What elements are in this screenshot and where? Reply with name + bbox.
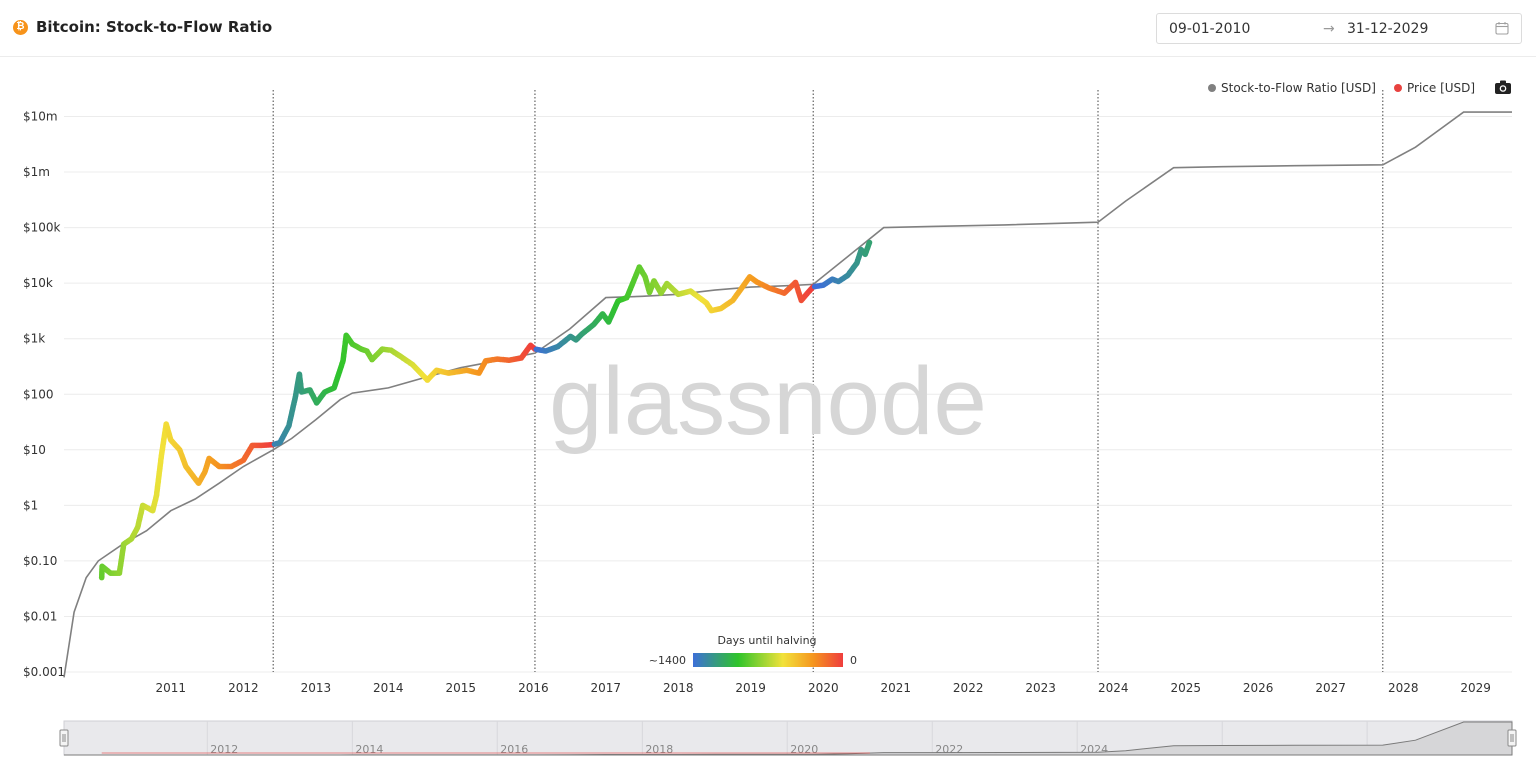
date-to-input[interactable]: 31-12-2029 [1347, 21, 1429, 37]
legend-sf-swatch [1208, 84, 1216, 92]
legend-price-label[interactable]: Price [USD] [1407, 81, 1475, 95]
grid-layer [64, 116, 1512, 673]
colorbar-max-label: 0 [850, 654, 857, 667]
y-tick-label-8: $100k [23, 221, 61, 235]
y-tick-label-3: $1 [23, 498, 38, 512]
y-tick-label-2: $0.10 [23, 554, 57, 568]
camera-icon[interactable] [1495, 80, 1511, 95]
navigator-sf-line [64, 721, 1513, 756]
range-navigator[interactable]: 201220142016201820202022202420262028 [59, 720, 1517, 756]
x-tick-label-2012: 2012 [228, 681, 259, 695]
y-tick-label-5: $100 [23, 387, 54, 401]
y-axis: $0.001 $0.01 $0.10 $1 $10 $100 $1k $10k $100k $1m… [23, 110, 65, 679]
title-wrap: ₿ Bitcoin: Stock-to-Flow Ratio [13, 18, 272, 36]
y-tick-label-1: $0.01 [23, 609, 57, 623]
navigator-grid [206, 721, 1368, 755]
x-tick-label-2015: 2015 [445, 681, 476, 695]
y-tick-label-4: $10 [23, 443, 46, 457]
x-axis: 2011 2012 2013 2014 2015 2016 2017 2018 2019 2020… [156, 681, 1491, 695]
nav-label-2016: 2016 [500, 743, 528, 756]
x-tick-label-2024: 2024 [1098, 681, 1129, 695]
nav-label-2012: 2012 [210, 743, 238, 756]
series-stock-to-flow[interactable] [63, 111, 1512, 678]
series-price[interactable] [98, 239, 873, 581]
x-tick-label-2025: 2025 [1170, 681, 1201, 695]
x-tick-label-2020: 2020 [808, 681, 839, 695]
x-tick-label-2022: 2022 [953, 681, 984, 695]
x-tick-label-2018: 2018 [663, 681, 694, 695]
date-from-input[interactable]: 09-01-2010 [1169, 21, 1251, 37]
x-tick-label-2013: 2013 [301, 681, 332, 695]
x-tick-label-2019: 2019 [735, 681, 766, 695]
colorbar-title: Days until halving [717, 634, 816, 647]
x-tick-label-2017: 2017 [591, 681, 622, 695]
legend-price-swatch [1394, 84, 1402, 92]
x-tick-label-2014: 2014 [373, 681, 404, 695]
nav-label-2014: 2014 [355, 743, 383, 756]
colorbar-min-label: ~1400 [649, 654, 686, 667]
chart-header: ₿ Bitcoin: Stock-to-Flow Ratio 09-01-201… [0, 0, 1536, 57]
date-arrow-icon: → [1323, 21, 1335, 37]
y-tick-label-10: $10m [23, 110, 58, 124]
series-layer [63, 111, 1512, 678]
stock-to-flow-chart[interactable]: glassnode $0.001 $0.01 $0.10 $1 $10 $100 $1k $1… [0, 58, 1536, 779]
x-tick-label-2029: 2029 [1460, 681, 1491, 695]
x-tick-label-2026: 2026 [1243, 681, 1274, 695]
date-range-picker[interactable]: 09-01-2010 → 31-12-2029 [1156, 13, 1522, 44]
price-point-927 [866, 239, 873, 246]
bitcoin-icon: ₿ [13, 19, 28, 35]
colorbar-gradient [693, 653, 843, 667]
chart-title: Bitcoin: Stock-to-Flow Ratio [36, 18, 273, 36]
calendar-icon[interactable] [1495, 21, 1509, 35]
navigator-left-handle[interactable] [59, 729, 69, 747]
y-tick-label-9: $1m [23, 165, 50, 179]
x-tick-label-2027: 2027 [1315, 681, 1346, 695]
halving-lines [272, 90, 1384, 672]
x-tick-label-2028: 2028 [1388, 681, 1419, 695]
x-tick-label-2023: 2023 [1025, 681, 1056, 695]
colorbar: Days until halving ~1400 0 [649, 634, 857, 667]
y-tick-label-7: $10k [23, 276, 53, 290]
x-tick-label-2016: 2016 [518, 681, 549, 695]
x-tick-label-2021: 2021 [880, 681, 911, 695]
navigator-right-handle[interactable] [1507, 729, 1517, 747]
legend-sf-label[interactable]: Stock-to-Flow Ratio [USD] [1221, 81, 1376, 95]
y-tick-label-6: $1k [23, 332, 45, 346]
x-tick-label-2011: 2011 [156, 681, 187, 695]
legend: Stock-to-Flow Ratio [USD] Price [USD] [1208, 80, 1511, 95]
glassnode-watermark: glassnode [549, 348, 987, 455]
y-tick-label-0: $0.001 [23, 665, 65, 679]
